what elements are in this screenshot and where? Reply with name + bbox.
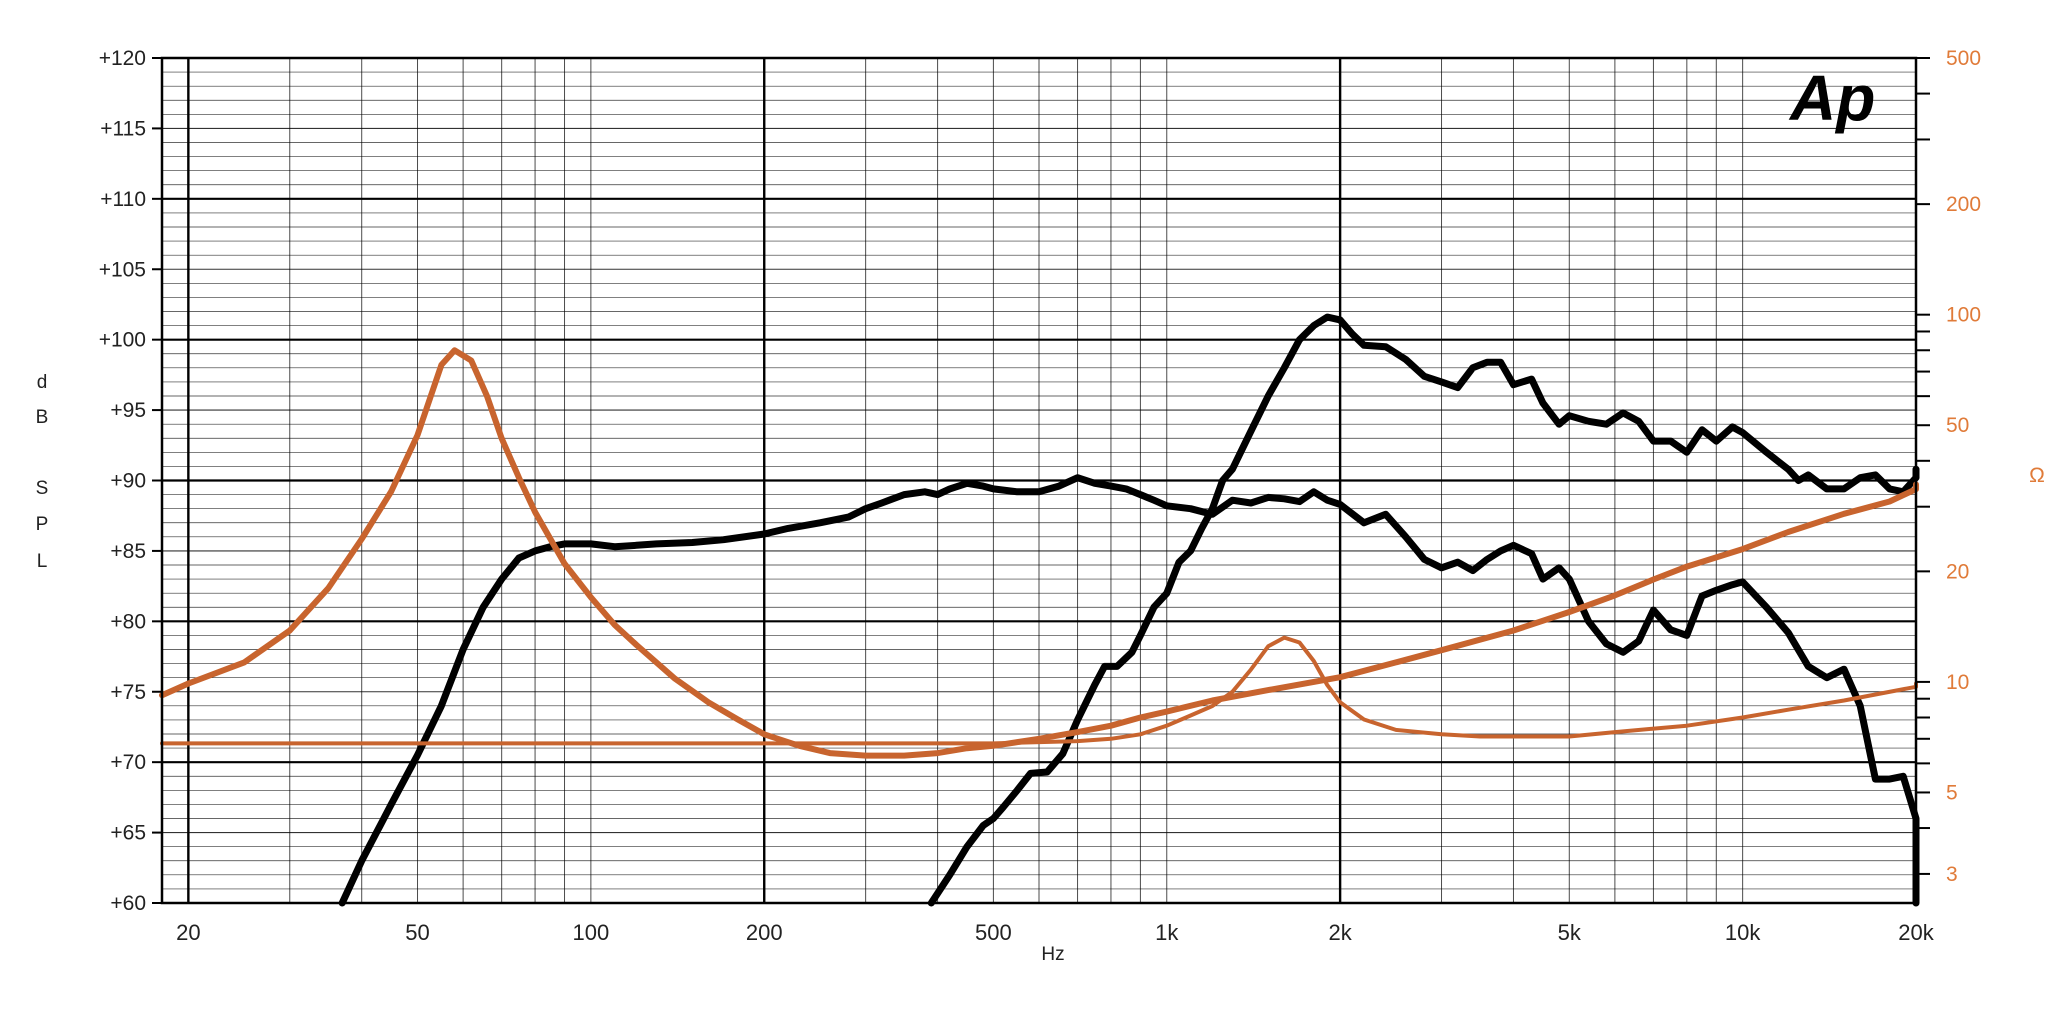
ylabel: dB SPL (36, 372, 49, 572)
x-tick-label: 2k (1328, 920, 1352, 945)
x-tick-label: 100 (573, 920, 610, 945)
ap-logo: Ap (1788, 62, 1875, 134)
x-tick-label: 500 (975, 920, 1012, 945)
grid (162, 58, 1916, 903)
ylabel-letter: P (36, 514, 49, 535)
y2-tick-label: 200 (1946, 193, 1981, 216)
y-tick-label: +115 (100, 117, 146, 140)
x-tick-label: 10k (1725, 920, 1761, 945)
y2-tick-label: 100 (1946, 304, 1981, 327)
ylabel-letter: d (37, 372, 48, 393)
y2-tick-label: 10 (1946, 671, 1969, 694)
series-layer (159, 313, 1920, 907)
y-tick-label: +80 (110, 610, 146, 633)
x-tick-label: 50 (405, 920, 429, 945)
ylabel-letter: L (37, 551, 48, 572)
series-line-4 (160, 635, 1918, 746)
x-tick-label: 1k (1155, 920, 1179, 945)
y-tick-label: +120 (99, 47, 146, 70)
y-tick-label: +75 (110, 681, 146, 704)
y-tick-label: +85 (110, 540, 146, 563)
x-tick-label: 20 (176, 920, 200, 945)
y2-tick-label: 20 (1946, 560, 1969, 583)
xlabel: Hz (1041, 944, 1064, 965)
series-line-1 (338, 474, 1920, 907)
y2-tick-label: 3 (1946, 863, 1958, 886)
y2-tick-label: 5 (1946, 781, 1958, 804)
y2label: Ω (2029, 464, 2045, 487)
x-tick-label: 200 (746, 920, 783, 945)
ylabel-letter: S (36, 478, 49, 499)
y-tick-label: +95 (110, 399, 146, 422)
tick-layer: +60 +65 +70 +75 +80 +85 +90 +95 +100 +105 +110 +115… (99, 47, 1981, 945)
y-tick-label: +110 (100, 188, 146, 211)
y-tick-label: +105 (99, 258, 146, 281)
x-tick-label: 20k (1898, 920, 1934, 945)
y-tick-label: +65 (110, 822, 146, 845)
ylabel-letter: B (36, 407, 49, 428)
y-tick-label: +70 (110, 751, 146, 774)
y-tick-label: +90 (110, 470, 146, 493)
x-tick-label: 5k (1558, 920, 1582, 945)
y2-tick-label: 50 (1946, 414, 1969, 437)
y2-tick-label: 500 (1946, 47, 1981, 70)
series-line-2 (927, 313, 1920, 907)
series-line-3 (159, 347, 1919, 759)
y-tick-label: +100 (99, 329, 146, 352)
y-tick-label: +60 (110, 892, 146, 915)
